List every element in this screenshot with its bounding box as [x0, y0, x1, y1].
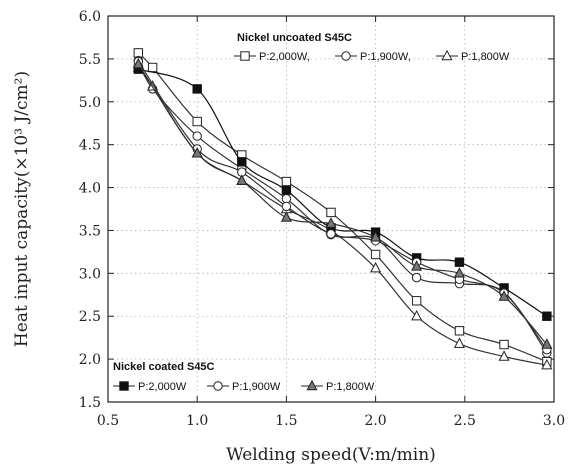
data-point-uncoated-p-1-800w [498, 350, 510, 361]
data-point-uncoated-p-1-800w [411, 309, 423, 321]
data-point-uncoated-p-2-000w [499, 339, 509, 350]
y-tick-label: 4.5 [79, 138, 101, 154]
legend-uncoated-title: Nickel uncoated S45C [237, 32, 352, 44]
legend-label: P:2,000W [138, 381, 187, 393]
data-point-uncoated-p-2-000w [133, 48, 144, 58]
data-point-coated-p-1-800w [236, 174, 248, 185]
data-point-uncoated-p-1-900w [411, 272, 422, 283]
legend-coated: Nickel coated S45C P:2,000W P:1,900W P:1,8… [113, 361, 375, 393]
data-point-uncoated-p-1-800w [453, 337, 465, 348]
legend-entry: P:2,000W [113, 381, 187, 393]
x-tick-label: 1.0 [186, 413, 208, 429]
y-tick-label: 5.0 [79, 95, 101, 111]
data-point-coated-p-1-800w [453, 267, 465, 278]
x-tick-label: 2.5 [454, 413, 476, 429]
legend-coated-title: Nickel coated S45C [113, 361, 215, 373]
y-tick-label: 5.5 [79, 52, 101, 68]
data-point-coated-p-1-800w [370, 231, 382, 242]
data-point-coated-p-2-000w [281, 185, 292, 195]
data-point-coated-p-1-800w [325, 217, 337, 228]
legend-label: P:2,000W, [259, 51, 310, 63]
legend-marker [240, 51, 250, 61]
data-point-uncoated-p-2-000w [326, 207, 336, 218]
grid [108, 16, 554, 402]
series-line-uncoated-p-1-800w [137, 67, 547, 366]
series-coated-p-2-000w [133, 64, 552, 321]
x-tick-label: 1.5 [275, 413, 297, 429]
y-tick-label: 1.5 [79, 395, 101, 411]
y-tick-label: 2.0 [79, 352, 101, 368]
y-tick-label: 3.5 [79, 223, 101, 239]
series-line-uncoated-p-1-900w [137, 60, 548, 354]
data-point-coated-p-2-000w [542, 311, 552, 321]
data-point-coated-p-1-800w [411, 260, 423, 271]
data-point-coated-p-1-900w [281, 201, 292, 212]
legend-marker [306, 379, 318, 391]
legend-marker [341, 51, 351, 61]
series-coated-p-1-800w [132, 57, 553, 349]
y-tick-label: 6.0 [79, 9, 101, 25]
data-point-uncoated-p-2-000w [192, 116, 202, 127]
data-point-coated-p-1-900w [326, 229, 336, 239]
data-point-uncoated-p-1-900w [192, 131, 202, 141]
data-point-uncoated-p-2-000w [370, 249, 381, 260]
y-tick-label: 4.0 [79, 181, 101, 197]
data-point-coated-p-1-800w [132, 57, 144, 69]
data-point-uncoated-p-1-800w [370, 261, 382, 273]
y-tick-label: 3.0 [79, 266, 101, 282]
y-tick-label: 2.5 [79, 309, 101, 325]
legend-entry: P:1,800W [436, 49, 510, 63]
series-line-coated-p-1-900w [137, 61, 548, 351]
series-group [132, 48, 553, 370]
x-tick-label: 3.0 [543, 413, 565, 429]
data-point-uncoated-p-2-000w [147, 62, 158, 73]
legend-uncoated: Nickel uncoated S45C P:2,000W, P:1,900W, P… [234, 32, 510, 63]
legend-entry: P:1,900W [207, 381, 281, 393]
series-uncoated-p-1-800w [132, 61, 553, 370]
data-point-coated-p-1-800w [280, 211, 292, 222]
data-point-coated-p-2-000w [192, 84, 202, 94]
data-point-coated-p-1-800w [191, 146, 203, 158]
legend-label: P:1,800W [326, 381, 375, 393]
legend-entry: P:1,800W [301, 379, 375, 393]
legend-label: P:1,900W [232, 381, 281, 393]
x-tick-label: 2.0 [364, 413, 386, 429]
legend-label: P:1,800W [461, 51, 510, 63]
axis-ticks: 1.5 2.0 2.5 3.0 3.5 4.0 4.5 5.0 5.5 6.0 0.5 1.0 1.5 2… [79, 9, 565, 429]
plot-frame [107, 15, 555, 403]
data-point-uncoated-p-1-900w [281, 194, 292, 204]
legend-marker [213, 381, 223, 391]
series-line-coated-p-2-000w [138, 68, 548, 317]
data-point-coated-p-1-800w [498, 290, 510, 301]
data-point-uncoated-p-1-800w [541, 358, 553, 370]
data-point-coated-p-2-000w [237, 157, 247, 167]
legend-marker [441, 49, 453, 61]
x-axis-label: Welding speed(V:m/min) [226, 445, 436, 465]
data-point-coated-p-2-000w [454, 257, 465, 267]
data-point-uncoated-p-2-000w [454, 326, 465, 336]
legend-label: P:1,900W, [360, 51, 411, 63]
series-line-uncoated-p-2-000w [137, 52, 548, 363]
data-point-uncoated-p-2-000w [411, 296, 422, 306]
series-line-coated-p-1-800w [137, 63, 548, 345]
x-tick-label: 0.5 [97, 413, 119, 429]
legend-entry: P:1,900W, [335, 51, 411, 63]
series-uncoated-p-2-000w [133, 48, 552, 367]
data-point-uncoated-p-2-000w [281, 176, 292, 187]
y-axis-label: Heat input capacity(×10³ J/cm²) [12, 71, 32, 347]
data-point-coated-p-1-800w [541, 338, 553, 349]
legend-entry: P:2,000W, [234, 51, 310, 63]
legend-marker [119, 381, 129, 391]
